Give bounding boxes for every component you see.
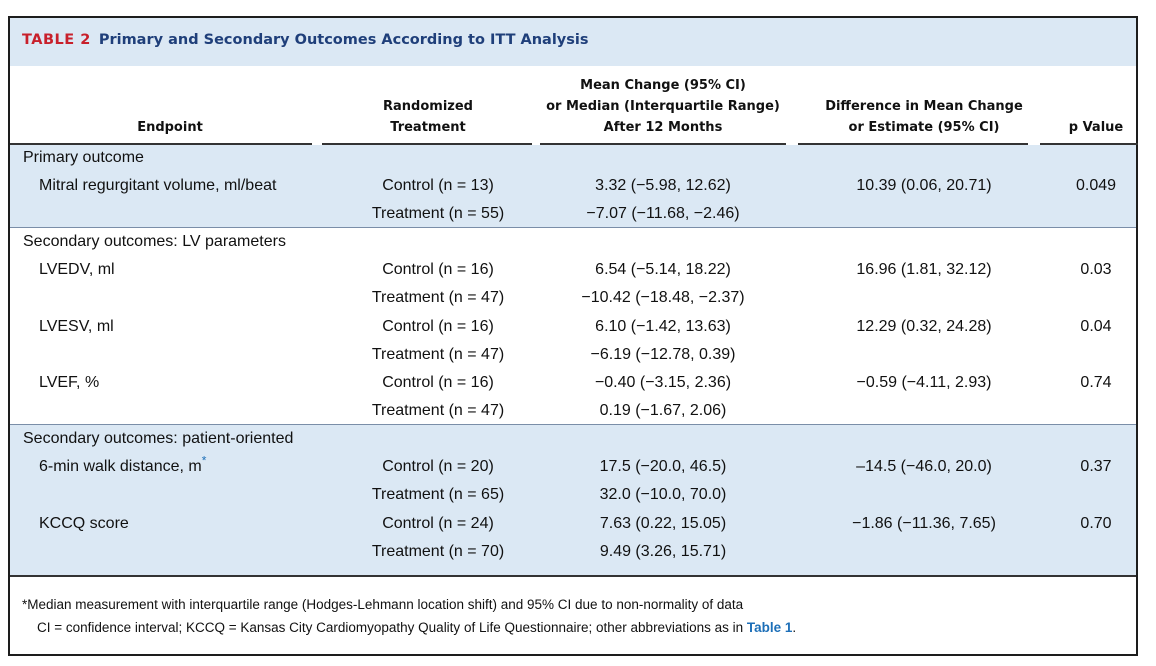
section-patient: Secondary outcomes: patient-oriented	[23, 430, 294, 447]
row-lvesv-treatment-value: −6.19 (−12.78, 0.39)	[590, 346, 736, 363]
row-lvef-treatment: Treatment (n = 47)	[371, 402, 505, 419]
header-mean-change: Mean Change (95% CI) or Median (Interqua…	[546, 78, 780, 135]
row-mrv-treatment-value: −7.07 (−11.68, −2.46)	[586, 205, 740, 222]
footer-rule	[10, 575, 1136, 577]
row-lvedv-treatment-value: −10.42 (−18.48, −2.37)	[581, 289, 745, 306]
table-title: Primary and Secondary Outcomes According…	[98, 32, 589, 48]
row-lvesv-treatment: Treatment (n = 47)	[371, 346, 505, 363]
row-lvedv-control-value: 6.54 (−5.14, 18.22)	[595, 261, 731, 278]
row-lvef-control: Control (n = 16)	[382, 374, 494, 391]
row-lvedv-control: Control (n = 16)	[382, 261, 494, 278]
header-p-value: p Value	[1068, 120, 1124, 135]
footnote-star: *Median measurement with interquartile r…	[22, 597, 744, 612]
footnote-abbreviations: CI = confidence interval; KCCQ = Kansas …	[37, 620, 797, 635]
header-rule	[540, 143, 786, 145]
table-1-link[interactable]: Table 1	[746, 620, 793, 635]
row-mrv-treatment: Treatment (n = 55)	[371, 205, 505, 222]
section-lv: Secondary outcomes: LV parameters	[23, 233, 286, 250]
row-kccq-treatment-value: 9.49 (3.26, 15.71)	[599, 543, 727, 560]
header-treatment: Randomized Treatment	[383, 99, 473, 135]
row-lvef-treatment-value: 0.19 (−1.67, 2.06)	[599, 402, 727, 419]
header-rule	[322, 143, 532, 145]
row-mrv-p-value: 0.049	[1075, 177, 1117, 194]
row-lvedv-p-value: 0.03	[1080, 261, 1112, 278]
row-kccq-difference: −1.86 (−11.36, 7.65)	[852, 515, 996, 532]
row-walk-difference: –14.5 (−46.0, 20.0)	[856, 458, 992, 475]
row-lvef-difference: −0.59 (−4.11, 2.93)	[856, 374, 992, 391]
footnote-marker[interactable]: *	[201, 453, 207, 468]
row-walk-control: Control (n = 20)	[382, 458, 494, 475]
row-mrv-control-value: 3.32 (−5.98, 12.62)	[595, 177, 731, 194]
section-divider	[10, 227, 1136, 228]
row-kccq-treatment: Treatment (n = 70)	[371, 543, 505, 560]
row-lvedv-difference: 16.96 (1.81, 32.12)	[856, 261, 992, 278]
header-rule	[798, 143, 1028, 145]
row-kccq-p-value: 0.70	[1080, 515, 1112, 532]
row-lvedv-treatment: Treatment (n = 47)	[371, 289, 505, 306]
table-number: TABLE 2	[22, 32, 91, 48]
row-lvesv-p-value: 0.04	[1080, 318, 1112, 335]
row-mrv-control: Control (n = 13)	[382, 177, 494, 194]
section-primary: Primary outcome	[23, 149, 144, 166]
header-rule	[10, 143, 312, 145]
row-walk-p-value: 0.37	[1080, 458, 1112, 475]
band-primary	[10, 145, 1136, 227]
row-walk-endpoint: 6-min walk distance, m*	[39, 453, 207, 475]
row-lvesv-endpoint: LVESV, ml	[39, 318, 114, 335]
row-lvesv-control-value: 6.10 (−1.42, 13.63)	[595, 318, 731, 335]
header-difference: Difference in Mean Change or Estimate (9…	[825, 99, 1023, 135]
row-lvef-control-value: −0.40 (−3.15, 2.36)	[594, 374, 732, 391]
row-lvef-p-value: 0.74	[1080, 374, 1112, 391]
band-patient	[10, 425, 1136, 575]
row-lvesv-control: Control (n = 16)	[382, 318, 494, 335]
table-frame: TABLE 2 Primary and Secondary Outcomes Ac…	[8, 16, 1138, 656]
row-lvedv-endpoint: LVEDV, ml	[39, 261, 115, 278]
header-endpoint: Endpoint	[137, 120, 203, 135]
row-mrv-difference: 10.39 (0.06, 20.71)	[856, 177, 992, 194]
table-title-bar: TABLE 2 Primary and Secondary Outcomes Ac…	[10, 18, 1136, 66]
row-mrv-endpoint: Mitral regurgitant volume, ml/beat	[39, 177, 277, 194]
header-rule	[1040, 143, 1138, 145]
row-lvef-endpoint: LVEF, %	[39, 374, 100, 391]
section-divider	[10, 424, 1136, 425]
row-lvesv-difference: 12.29 (0.32, 24.28)	[856, 318, 992, 335]
row-walk-treatment-value: 32.0 (−10.0, 70.0)	[599, 486, 727, 503]
row-walk-treatment: Treatment (n = 65)	[371, 486, 505, 503]
row-kccq-control-value: 7.63 (0.22, 15.05)	[599, 515, 727, 532]
row-walk-control-value: 17.5 (−20.0, 46.5)	[599, 458, 727, 475]
row-kccq-control: Control (n = 24)	[382, 515, 494, 532]
row-kccq-endpoint: KCCQ score	[39, 515, 129, 532]
